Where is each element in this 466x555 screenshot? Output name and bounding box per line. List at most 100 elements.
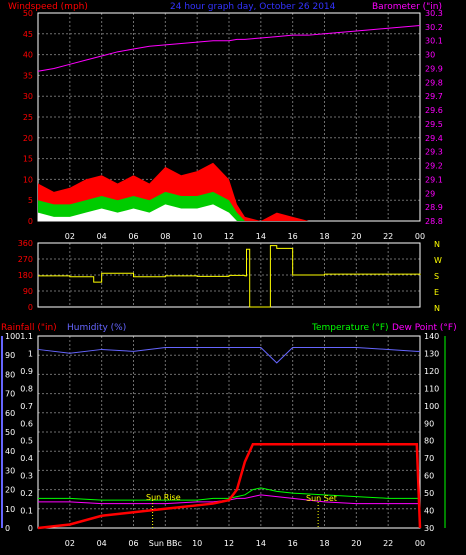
barometer-y-tick: 29 bbox=[425, 189, 435, 198]
barometer-y-tick: 29.9 bbox=[425, 64, 443, 73]
graph-title: 24 hour graph day, October 26 2014 bbox=[170, 2, 336, 12]
humidity-y-tick: 70 bbox=[5, 390, 15, 399]
humidity-line bbox=[37, 347, 420, 364]
temperature-y-tick: 120 bbox=[424, 367, 439, 376]
compass-label: W bbox=[434, 256, 442, 265]
temperature-y-tick: 60 bbox=[424, 472, 434, 481]
humidity-y-tick: 10 bbox=[5, 505, 15, 514]
sun-rise-label: Sun Rise bbox=[146, 493, 181, 502]
rain-y-tick: 1 bbox=[28, 349, 33, 358]
wind-y-tick: 25 bbox=[23, 113, 33, 122]
direction-y-tick: 0 bbox=[28, 303, 33, 312]
temperature-y-tick: 80 bbox=[424, 437, 434, 446]
wind-y-tick: 10 bbox=[23, 175, 33, 184]
temperature-line bbox=[38, 487, 420, 501]
x-tick-label: 18 bbox=[319, 539, 329, 548]
temperature-y-tick: 50 bbox=[424, 489, 434, 498]
barometer-y-tick: 30.3 bbox=[425, 9, 443, 18]
x-tick-label: 00 bbox=[415, 232, 425, 241]
humidity-y-tick: 80 bbox=[5, 370, 15, 379]
barometer-y-tick: 28.8 bbox=[425, 217, 443, 226]
wind-barometer-panel: 0 5 10 15 20 25 30 35 40 45 50 28.8 28.9 29 29.1 29.2 29… bbox=[23, 9, 443, 241]
barometer-title: Barometer ("in) bbox=[372, 2, 442, 12]
sun-set-label: Sun Set bbox=[306, 494, 337, 503]
x-tick-label: 06 bbox=[128, 232, 138, 241]
wind-y-tick: 30 bbox=[23, 92, 33, 101]
temperature-y-tick: 30 bbox=[424, 524, 434, 533]
barometer-y-tick: 29.6 bbox=[425, 106, 443, 115]
rain-y-tick: 0.6 bbox=[20, 419, 33, 428]
x-tick-label: 04 bbox=[97, 539, 107, 548]
barometer-y-tick: 29.4 bbox=[425, 134, 443, 143]
humidity-y-tick: 30 bbox=[5, 466, 15, 475]
humidity-y-tick: 0 bbox=[5, 524, 10, 533]
x-tick-label: 22 bbox=[383, 539, 393, 548]
wind-y-tick: 15 bbox=[23, 155, 33, 164]
humidity-y-tick: 20 bbox=[5, 486, 15, 495]
wind-title: Windspeed (mph) bbox=[8, 2, 88, 12]
rain-y-tick: 0.2 bbox=[20, 489, 33, 498]
rain-y-tick: 0.1 bbox=[20, 507, 33, 516]
rain-humidity-temperature-panel: 0 0.1 0.2 0.3 0.4 0.5 0.6 0.7 0.8 0.9 1 1.1 0 10 20 30 4… bbox=[1, 332, 446, 548]
wind-y-tick: 5 bbox=[28, 196, 33, 205]
rain-y-tick: 1.1 bbox=[20, 332, 33, 341]
direction-y-tick: 180 bbox=[18, 271, 33, 280]
wind-y-tick: 50 bbox=[23, 9, 33, 18]
compass-label: N bbox=[434, 240, 440, 249]
x-tick-label: 08 bbox=[160, 232, 170, 241]
barometer-y-tick: 30 bbox=[425, 51, 435, 60]
direction-y-tick: 360 bbox=[18, 239, 33, 248]
barometer-y-tick: 30.1 bbox=[425, 37, 443, 46]
wind-direction-line bbox=[38, 245, 421, 308]
x-tick-label: 02 bbox=[65, 539, 75, 548]
compass-label: S bbox=[434, 272, 439, 281]
barometer-y-tick: 29.5 bbox=[425, 120, 443, 129]
rain-y-tick: 0.5 bbox=[20, 437, 33, 446]
barometer-y-tick: 30.2 bbox=[425, 23, 443, 32]
temperature-y-tick: 40 bbox=[424, 507, 434, 516]
barometer-y-tick: 29.8 bbox=[425, 78, 443, 87]
wind-y-tick: 20 bbox=[23, 134, 33, 143]
compass-label: E bbox=[434, 288, 439, 297]
wind-y-tick: 45 bbox=[23, 30, 33, 39]
x-tick-label: 04 bbox=[97, 232, 107, 241]
humidity-y-tick: 90 bbox=[5, 351, 15, 360]
rain-y-tick: 0.4 bbox=[20, 454, 33, 463]
dewpoint-title: Dew Point (°F) bbox=[392, 323, 457, 333]
x-tick-label: 16 bbox=[288, 232, 298, 241]
temperature-y-tick: 110 bbox=[424, 384, 439, 393]
wind-y-tick: 35 bbox=[23, 71, 33, 80]
direction-y-tick: 90 bbox=[23, 287, 33, 296]
x-tick-label: 14 bbox=[256, 539, 266, 548]
temperature-y-tick: 90 bbox=[424, 419, 434, 428]
x-tick-label: 12 bbox=[224, 232, 234, 241]
temperature-y-tick: 100 bbox=[424, 402, 439, 411]
p3-frame bbox=[37, 335, 421, 529]
x-tick-label: 14 bbox=[256, 232, 266, 241]
barometer-y-tick: 28.9 bbox=[425, 203, 443, 212]
barometer-line bbox=[37, 24, 421, 72]
x-tick-label: 10 bbox=[192, 539, 202, 548]
humidity-y-tick: 60 bbox=[5, 409, 15, 418]
direction-y-tick: 270 bbox=[18, 255, 33, 264]
rain-y-tick: 0.3 bbox=[20, 472, 33, 481]
x-tick-label: Sun BBc bbox=[149, 539, 182, 548]
x-tick-label: 20 bbox=[351, 232, 361, 241]
rain-y-tick: 0.9 bbox=[20, 367, 33, 376]
x-tick-label: 00 bbox=[415, 539, 425, 548]
barometer-y-tick: 29.1 bbox=[425, 175, 443, 184]
humidity-title: Humidity (%) bbox=[67, 323, 126, 333]
dewpoint-line bbox=[38, 494, 420, 505]
rainfall-line bbox=[37, 442, 422, 530]
temperature-y-tick: 70 bbox=[424, 454, 434, 463]
x-tick-label: 02 bbox=[65, 232, 75, 241]
x-tick-label: 16 bbox=[288, 539, 298, 548]
compass-label: N bbox=[434, 304, 440, 313]
rain-y-tick: 0 bbox=[28, 524, 33, 533]
temperature-title: Temperature (°F) bbox=[311, 323, 389, 333]
rain-title: Rainfall ("in) bbox=[1, 323, 57, 333]
humidity-y-tick: 50 bbox=[5, 428, 15, 437]
temperature-y-tick: 130 bbox=[424, 349, 439, 358]
